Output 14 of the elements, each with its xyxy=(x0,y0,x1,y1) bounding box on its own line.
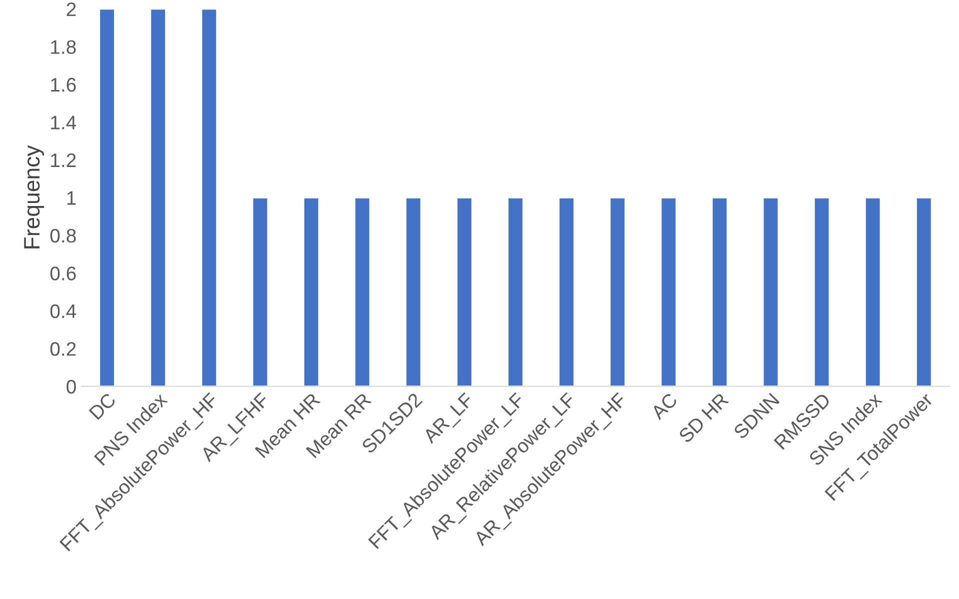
y-tick-label: 0.8 xyxy=(50,228,76,243)
y-tick-label: 0.6 xyxy=(50,266,76,280)
y-tick-label: 1.4 xyxy=(51,116,76,130)
y-tick-label: 2 xyxy=(66,2,76,16)
y-tick-label: 1.8 xyxy=(51,40,76,54)
y-tick-label: 1 xyxy=(67,191,76,205)
y-axis-title: Frequency xyxy=(24,145,44,248)
y-tick-label: 0 xyxy=(66,380,76,394)
y-tick-label: 1.2 xyxy=(51,153,76,167)
x-tick-label: SD HR xyxy=(678,392,730,444)
y-tick-label: 0.2 xyxy=(50,342,76,356)
y-tick-label: 1.6 xyxy=(51,78,76,92)
y-tick-label: 0.4 xyxy=(50,304,76,318)
x-tick-label: AC xyxy=(650,392,678,420)
